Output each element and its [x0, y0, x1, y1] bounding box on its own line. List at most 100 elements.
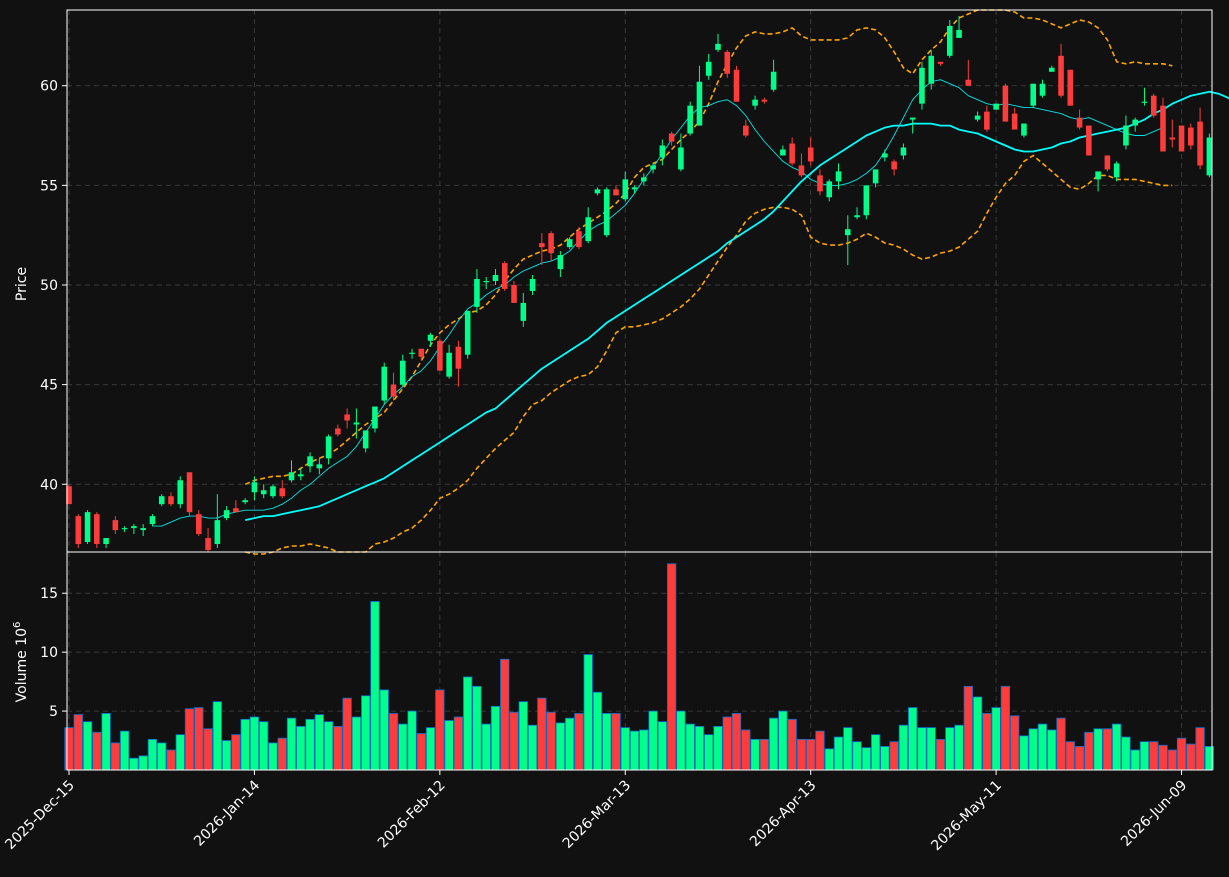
candle-body: [288, 472, 295, 481]
candle-body: [1123, 125, 1129, 146]
volume-bar: [527, 724, 538, 771]
candle-body: [1178, 125, 1185, 152]
candle-body: [548, 233, 554, 254]
candle-body: [501, 263, 508, 289]
volume-y-tick-label: 5: [49, 704, 58, 720]
candle-body: [566, 239, 573, 248]
volume-bar: [1167, 749, 1177, 771]
candle-body: [1067, 69, 1074, 106]
candle-body: [928, 55, 935, 84]
candle-body: [984, 111, 990, 130]
candle-body: [937, 61, 944, 64]
candle-body: [1058, 55, 1064, 96]
volume-panel-frame: [66, 551, 1213, 771]
candle-body: [362, 430, 369, 449]
volume-bar: [286, 717, 297, 771]
candle-body: [1095, 171, 1101, 180]
price-y-tick-label: 40: [40, 477, 58, 493]
volume-bar: [1047, 729, 1057, 771]
volume-bar: [759, 738, 770, 771]
volume-bar: [889, 741, 899, 771]
candle-body: [631, 187, 638, 190]
volume-bar: [212, 701, 223, 771]
volume-bar: [611, 713, 621, 771]
volume-bar: [481, 723, 491, 771]
candle-body: [668, 133, 675, 142]
volume-bar: [101, 713, 111, 771]
volume-bar: [620, 727, 630, 771]
volume-bar: [1037, 723, 1048, 771]
volume-bar: [1074, 746, 1085, 771]
candle-body: [872, 169, 879, 184]
volume-bar: [880, 746, 890, 771]
volume-bar: [1019, 735, 1029, 771]
volume-bar: [462, 676, 473, 771]
candle-body: [919, 67, 925, 104]
volume-bar: [416, 733, 426, 771]
volume-bar: [1195, 727, 1205, 771]
candle-body: [585, 217, 591, 242]
volume-bar: [546, 711, 556, 771]
candle-body: [965, 79, 972, 86]
volume-y-tick-label: 10: [40, 645, 58, 661]
volume-bar: [147, 738, 158, 771]
volume-bar: [704, 734, 714, 771]
price-grid: [67, 10, 1212, 552]
volume-bar: [175, 734, 185, 771]
candle-body: [483, 281, 489, 283]
volume-bar: [138, 755, 148, 771]
volume-bar: [92, 731, 102, 771]
candle-body: [455, 346, 462, 369]
candle-body: [131, 526, 137, 529]
axis-labels: Price Volume 106: [12, 267, 30, 702]
volume-bar: [1139, 741, 1150, 771]
candle-body: [121, 528, 128, 530]
candle-body: [307, 456, 313, 467]
volume-bar: [305, 718, 315, 771]
candle-body: [854, 215, 860, 218]
volume-bar: [1000, 685, 1011, 771]
volume-bar: [370, 601, 380, 771]
candle-body: [909, 117, 916, 120]
volume-bar: [1084, 731, 1094, 771]
candle-body: [641, 177, 647, 182]
volume-bar: [963, 685, 973, 771]
candle-body: [659, 145, 666, 158]
candle-body: [112, 520, 119, 531]
volume-bar: [815, 730, 825, 771]
candle-body: [418, 348, 425, 357]
candle-body: [186, 472, 193, 513]
volume-bar: [518, 701, 528, 771]
volume-bar: [444, 720, 454, 771]
candle-body: [474, 279, 480, 307]
price-y-tick-label: 45: [40, 378, 58, 394]
candle-body: [103, 538, 109, 545]
volume-bar: [741, 729, 751, 771]
candle-body: [835, 171, 842, 182]
volume-bar: [64, 727, 74, 771]
candle-body: [770, 71, 777, 90]
volume-bar: [277, 737, 287, 771]
volume-bar: [982, 713, 992, 771]
volume-bar: [268, 742, 278, 771]
candle-body: [529, 279, 536, 291]
candle-body: [75, 516, 82, 545]
lower-band-line: [245, 154, 1173, 555]
volume-bar: [453, 716, 464, 771]
volume-bar: [166, 749, 176, 771]
volume-bar: [333, 726, 343, 771]
candle-body: [956, 29, 962, 38]
candle-body: [650, 165, 656, 170]
volume-bar: [203, 728, 213, 771]
candle-body: [298, 474, 304, 477]
volume-bar: [1102, 728, 1113, 771]
volume-bar: [472, 685, 482, 771]
volume-bar: [592, 691, 603, 771]
candle-body: [761, 99, 768, 102]
volume-bar: [1010, 715, 1020, 771]
volume-bar: [898, 724, 909, 771]
candle-body: [807, 147, 814, 162]
volume-bar: [398, 723, 408, 771]
candle-body: [279, 488, 286, 497]
